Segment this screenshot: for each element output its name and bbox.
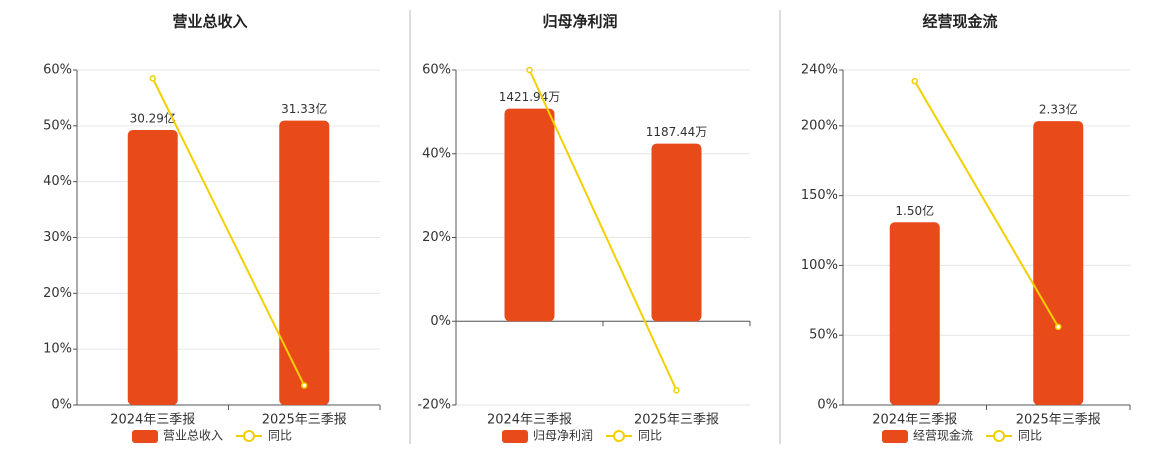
value-label: 1.50亿: [895, 203, 934, 218]
value-label: 1187.44万: [646, 125, 708, 139]
legend-swatch: [502, 430, 528, 443]
y-tick-label: 240%: [801, 63, 838, 78]
y-tick-label: 20%: [43, 286, 72, 301]
legend-swatch: [882, 430, 908, 443]
y-tick-label: 0%: [51, 398, 72, 413]
chart-panel: 营业总收入 0% 10% 20% 30% 40% 50% 60% 2024年三季报 2025年三季…: [43, 13, 381, 443]
bar: [1033, 121, 1084, 405]
chart-title: 归母净利润: [542, 13, 617, 31]
chart-title: 营业总收入: [172, 13, 247, 31]
yoy-point: [301, 382, 308, 389]
yoy-line: [151, 77, 306, 386]
x-tick-label: 2025年三季报: [634, 413, 719, 428]
legend-marker: [993, 430, 1005, 442]
y-tick-label: 0%: [430, 314, 451, 329]
y-tick-label: 20%: [422, 230, 451, 245]
y-tick-label: 60%: [43, 63, 72, 78]
x-tick-label: 2024年三季报: [487, 413, 572, 428]
yoy-line: [528, 69, 678, 391]
yoy-point: [526, 66, 533, 74]
legend-swatch: [132, 430, 158, 443]
y-tick-label: 30%: [43, 230, 72, 245]
legend-label: 归母净利润: [533, 429, 593, 443]
x-tick-label: 2025年三季报: [1016, 413, 1101, 428]
legend-label: 经营现金流: [913, 428, 973, 443]
legend-label: 同比: [638, 429, 662, 443]
legend-label: 同比: [268, 429, 292, 443]
y-tick-label: 40%: [43, 174, 72, 189]
y-tick-label: 200%: [801, 118, 838, 133]
x-tick-label: 2025年三季报: [262, 413, 347, 428]
x-tick-label: 2024年三季报: [872, 413, 957, 428]
value-label: 1421.94万: [499, 90, 561, 104]
y-tick-label: 10%: [43, 342, 72, 357]
y-tick-label: -20%: [417, 398, 451, 413]
yoy-point: [673, 387, 680, 394]
bar: [127, 130, 178, 405]
legend-marker: [613, 430, 625, 442]
y-tick-label: 150%: [801, 188, 838, 203]
y-tick-label: 50%: [43, 118, 72, 133]
bar: [279, 120, 330, 405]
value-label: 2.33亿: [1039, 102, 1078, 117]
bar: [651, 143, 702, 322]
legend-label: 同比: [1018, 429, 1042, 443]
yoy-point: [911, 77, 918, 85]
legend-label: 营业总收入: [163, 429, 223, 443]
yoy-point: [149, 75, 156, 82]
bar: [504, 108, 555, 322]
yoy-line: [913, 80, 1060, 328]
value-label: 30.29亿: [130, 111, 176, 126]
chart-title: 经营现金流: [922, 13, 997, 31]
legend-marker: [243, 430, 255, 442]
y-tick-label: 60%: [422, 63, 451, 78]
chart-panel: 经营现金流 0% 50% 100% 150% 200% 240% 2024年三季报 2025年三…: [801, 13, 1131, 443]
y-tick-label: 50%: [809, 328, 838, 343]
value-label: 31.33亿: [281, 101, 327, 116]
yoy-point: [1055, 323, 1062, 331]
y-tick-label: 0%: [817, 398, 838, 413]
chart-panel: 归母净利润 -20% 0% 20% 40% 60% 2024年三季报 2025年三季报 1421…: [417, 13, 751, 443]
y-tick-label: 40%: [422, 146, 451, 161]
bar: [889, 222, 940, 405]
y-tick-label: 100%: [801, 258, 838, 273]
x-tick-label: 2024年三季报: [110, 413, 195, 428]
